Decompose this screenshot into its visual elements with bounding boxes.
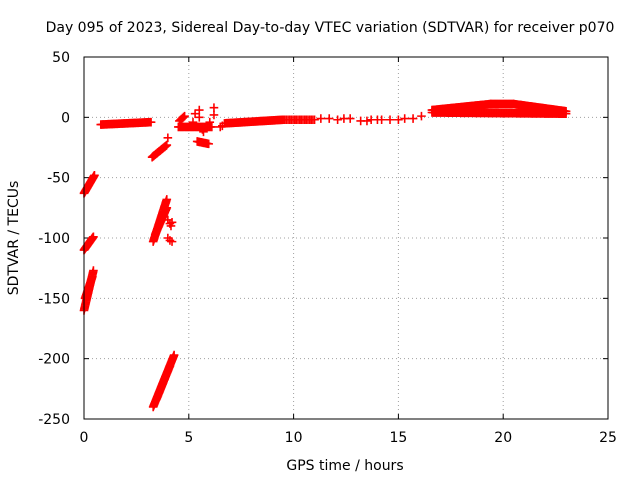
data-point — [163, 133, 173, 143]
data-point — [209, 103, 219, 112]
data-point — [385, 115, 395, 125]
data-point — [561, 109, 571, 119]
x-tick-label: 15 — [389, 430, 407, 446]
data-point — [90, 170, 99, 180]
data-point — [377, 115, 386, 125]
data-point — [162, 140, 172, 150]
y-tick-label: -250 — [38, 412, 70, 428]
y-axis-label: SDTVAR / TECUs — [6, 181, 22, 296]
data-point — [310, 115, 319, 125]
data-series-sdtvar — [79, 99, 571, 412]
data-point — [165, 361, 175, 371]
x-tick-label: 0 — [80, 430, 89, 446]
x-tick-label: 5 — [184, 430, 193, 446]
data-point — [400, 114, 409, 123]
x-tick-label: 10 — [285, 430, 303, 446]
data-point — [89, 232, 98, 242]
y-tick-label: 50 — [52, 50, 70, 66]
y-tick-label: -150 — [38, 291, 70, 307]
data-point — [316, 114, 326, 123]
data-point — [204, 139, 214, 149]
y-tick-labels: 50 0 -50 -100 -150 -200 -250 — [38, 50, 70, 428]
data-point — [362, 116, 372, 126]
data-point — [162, 195, 172, 204]
data-point — [169, 350, 179, 360]
data-point — [218, 121, 227, 131]
data-point — [146, 117, 156, 127]
data-point — [180, 111, 189, 121]
data-point — [179, 112, 188, 122]
data-point — [324, 114, 334, 123]
x-tick-labels: 0 5 10 15 20 25 — [80, 430, 617, 446]
x-tick-label: 20 — [494, 430, 512, 446]
plot-area-border — [83, 56, 609, 420]
data-point — [394, 115, 403, 125]
data-point — [207, 122, 217, 132]
data-point — [194, 105, 204, 115]
data-point — [166, 221, 176, 231]
chart-title: Day 095 of 2023, Sidereal Day-to-day VTE… — [46, 20, 615, 36]
x-axis-label: GPS time / hours — [286, 458, 403, 474]
data-point — [417, 111, 426, 121]
y-tick-label: -200 — [38, 352, 70, 368]
data-point — [194, 113, 204, 122]
data-point — [190, 109, 200, 119]
y-tick-label: -100 — [38, 231, 70, 247]
data-point — [209, 110, 219, 120]
data-point — [205, 117, 215, 127]
y-tick-label: 0 — [61, 110, 70, 126]
y-tick-label: -50 — [47, 171, 70, 187]
data-point — [167, 218, 177, 227]
data-point — [88, 272, 97, 281]
data-point — [345, 114, 355, 123]
data-point — [408, 114, 418, 123]
data-point — [188, 117, 198, 127]
x-tick-label: 25 — [599, 430, 617, 446]
data-point — [333, 115, 342, 125]
data-point — [199, 127, 208, 137]
data-point — [89, 266, 98, 275]
data-point — [162, 203, 172, 213]
data-point — [167, 237, 177, 246]
